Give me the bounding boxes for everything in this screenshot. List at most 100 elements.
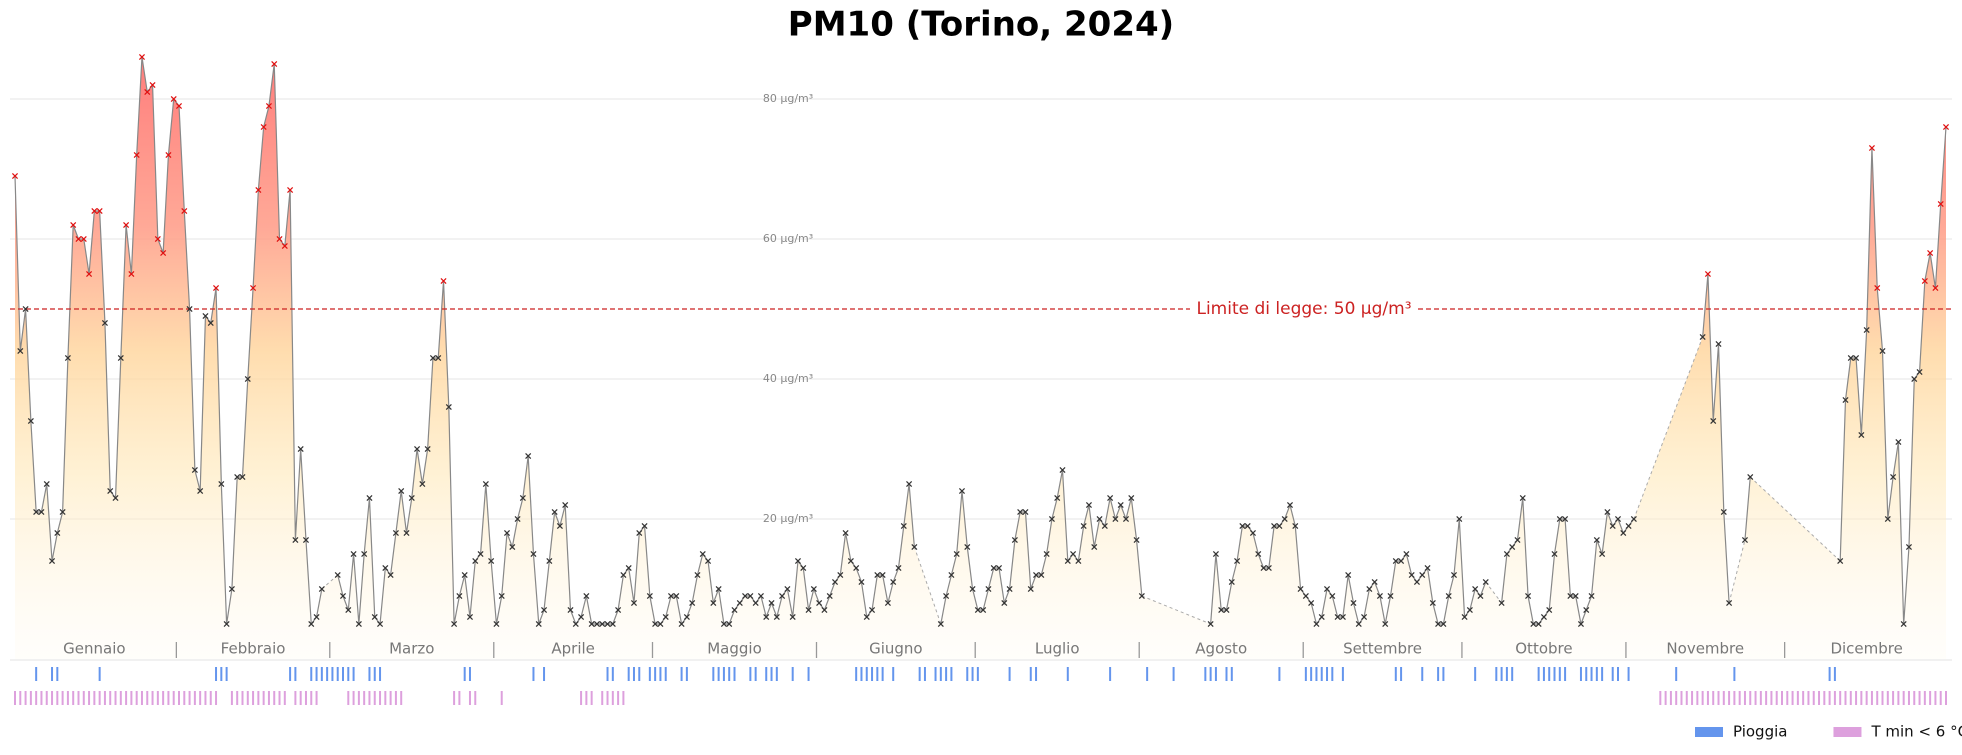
- marker: [667, 592, 675, 600]
- marker: [1445, 592, 1452, 600]
- marker: [1017, 508, 1024, 516]
- marker: [366, 494, 373, 502]
- marker: [1371, 578, 1378, 586]
- marker: [636, 529, 643, 537]
- marker: [683, 613, 690, 621]
- marker: [218, 480, 225, 488]
- marker: [1033, 571, 1040, 579]
- marker: [1218, 606, 1225, 614]
- marker: [541, 606, 548, 614]
- marker: [202, 312, 209, 320]
- marker: [980, 606, 987, 614]
- marker: [1546, 606, 1553, 614]
- marker: [488, 557, 495, 565]
- marker: [705, 557, 712, 565]
- marker: [461, 571, 468, 579]
- month-label: Settembre: [1343, 640, 1422, 658]
- marker: [583, 592, 590, 600]
- marker: [599, 620, 606, 628]
- marker: [1472, 585, 1479, 593]
- marker: [160, 249, 167, 257]
- marker: [1292, 522, 1299, 530]
- marker: [80, 235, 87, 243]
- gap-connector: [1633, 336, 1704, 520]
- marker: [1699, 333, 1706, 341]
- month-label: Maggio: [707, 640, 762, 658]
- marker: [1355, 620, 1362, 628]
- marker: [1937, 200, 1944, 208]
- legend-swatch: [1833, 727, 1862, 737]
- marker: [689, 599, 696, 607]
- marker: [1011, 536, 1018, 544]
- marker: [1027, 585, 1034, 593]
- marker: [641, 522, 648, 530]
- marker: [355, 620, 362, 628]
- marker: [509, 543, 516, 551]
- marker: [1863, 326, 1870, 334]
- y-tick-label: 60 µg/m³: [763, 232, 813, 245]
- marker: [1429, 599, 1436, 607]
- marker: [265, 102, 272, 110]
- marker: [435, 354, 442, 362]
- marker: [154, 235, 161, 243]
- marker: [1408, 571, 1415, 579]
- marker: [1932, 284, 1939, 292]
- month-label: Gennaio: [63, 640, 125, 658]
- marker: [958, 487, 966, 495]
- marker: [779, 592, 786, 600]
- y-tick-label: 20 µg/m³: [763, 512, 813, 525]
- marker: [1625, 522, 1632, 530]
- marker: [1392, 557, 1399, 565]
- marker: [821, 606, 828, 614]
- marker: [1466, 606, 1473, 614]
- marker: [1895, 438, 1902, 446]
- marker: [1562, 515, 1569, 523]
- month-label: Agosto: [1195, 640, 1247, 658]
- marker: [1583, 606, 1590, 614]
- marker: [419, 480, 426, 488]
- marker: [59, 508, 66, 516]
- marker: [1747, 473, 1754, 481]
- marker: [810, 585, 817, 593]
- marker: [837, 571, 844, 579]
- marker: [271, 60, 278, 68]
- marker: [1107, 494, 1114, 502]
- marker: [1413, 578, 1420, 586]
- marker: [757, 592, 764, 600]
- marker: [995, 564, 1003, 572]
- marker: [551, 508, 558, 516]
- marker: [1593, 536, 1600, 544]
- marker: [101, 319, 108, 327]
- marker: [1890, 473, 1897, 481]
- marker: [117, 354, 124, 362]
- marker: [1519, 494, 1526, 502]
- marker: [1101, 522, 1108, 530]
- line: [337, 280, 915, 626]
- marker: [1318, 613, 1325, 621]
- marker: [1525, 592, 1532, 600]
- marker: [22, 305, 29, 313]
- marker: [170, 95, 177, 103]
- marker: [165, 151, 172, 159]
- marker: [1440, 620, 1447, 628]
- marker: [181, 207, 188, 215]
- marker: [593, 620, 600, 628]
- marker: [1741, 536, 1748, 544]
- marker: [1847, 354, 1854, 362]
- marker: [350, 550, 357, 558]
- marker: [1609, 522, 1616, 530]
- month-label: Novembre: [1666, 640, 1744, 658]
- marker: [514, 515, 521, 523]
- marker: [123, 221, 130, 229]
- marker: [1043, 550, 1050, 558]
- y-tick-label: 40 µg/m³: [763, 372, 813, 385]
- marker: [1424, 564, 1431, 572]
- marker: [625, 564, 632, 572]
- marker: [371, 613, 378, 621]
- marker: [1503, 550, 1510, 558]
- marker: [1604, 508, 1611, 516]
- marker: [853, 564, 860, 572]
- marker: [519, 494, 526, 502]
- marker: [1345, 571, 1352, 579]
- marker: [1255, 550, 1262, 558]
